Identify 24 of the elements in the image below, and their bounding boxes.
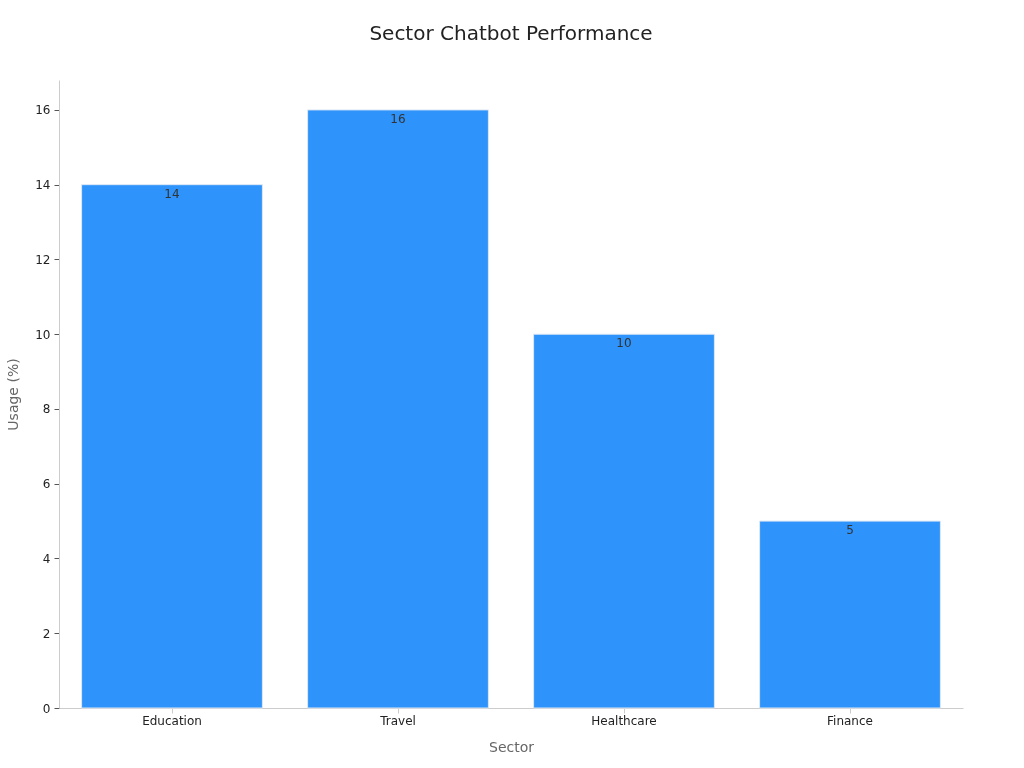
x-tick-label: Healthcare — [591, 713, 657, 728]
y-tick-label: 2 — [42, 626, 51, 641]
data-label: 14 — [164, 186, 180, 201]
x-tick-label: Education — [142, 713, 202, 728]
data-label: 5 — [846, 523, 854, 538]
y-tick-label: 4 — [42, 551, 51, 566]
y-tick-label: 0 — [42, 701, 51, 716]
y-tick-label: 8 — [42, 402, 51, 417]
y-tick-label: 6 — [42, 477, 51, 492]
data-label: 16 — [390, 111, 406, 126]
bar — [533, 333, 715, 709]
y-tick-label: 12 — [35, 252, 51, 267]
bar — [81, 184, 263, 709]
chart-title: Sector Chatbot Performance — [369, 21, 653, 45]
bar — [307, 109, 489, 709]
y-tick-label: 10 — [35, 327, 51, 342]
bar — [759, 520, 941, 709]
y-axis-title: Usage (%) — [5, 358, 22, 431]
x-tick-label: Travel — [379, 713, 416, 728]
x-tick-label: Finance — [827, 713, 873, 728]
y-tick-label: 14 — [35, 178, 51, 193]
x-axis-title: Sector — [488, 738, 535, 755]
data-label: 10 — [616, 336, 632, 351]
y-tick-label: 16 — [35, 103, 51, 118]
